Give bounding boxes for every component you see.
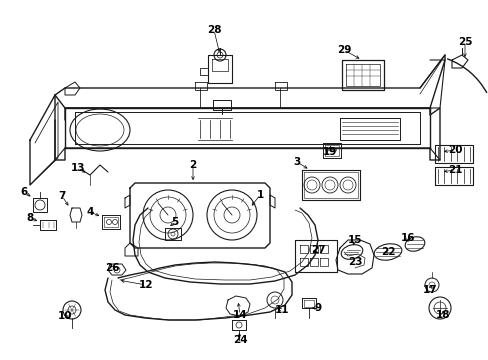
Text: 27: 27 — [310, 245, 325, 255]
Text: 14: 14 — [232, 310, 247, 320]
Text: 21: 21 — [447, 165, 461, 175]
Text: 4: 4 — [86, 207, 94, 217]
Text: 16: 16 — [400, 233, 414, 243]
Text: 29: 29 — [336, 45, 350, 55]
Text: 1: 1 — [256, 190, 263, 200]
Text: 25: 25 — [457, 37, 471, 47]
Text: 20: 20 — [447, 145, 461, 155]
Text: 19: 19 — [322, 147, 337, 157]
Text: 8: 8 — [26, 213, 34, 223]
Text: 3: 3 — [293, 157, 300, 167]
Text: 5: 5 — [171, 217, 178, 227]
Text: 11: 11 — [274, 305, 289, 315]
Text: 6: 6 — [20, 187, 27, 197]
Text: 23: 23 — [347, 257, 362, 267]
Text: 7: 7 — [58, 191, 65, 201]
Text: 13: 13 — [71, 163, 85, 173]
Text: 18: 18 — [435, 310, 449, 320]
Text: 9: 9 — [314, 303, 321, 313]
Text: 28: 28 — [206, 25, 221, 35]
Text: 2: 2 — [189, 160, 196, 170]
Text: 26: 26 — [104, 263, 119, 273]
Text: 17: 17 — [422, 285, 436, 295]
Text: 10: 10 — [58, 311, 72, 321]
Text: 24: 24 — [232, 335, 247, 345]
Text: 15: 15 — [347, 235, 362, 245]
Text: 22: 22 — [380, 247, 394, 257]
Text: 12: 12 — [139, 280, 153, 290]
